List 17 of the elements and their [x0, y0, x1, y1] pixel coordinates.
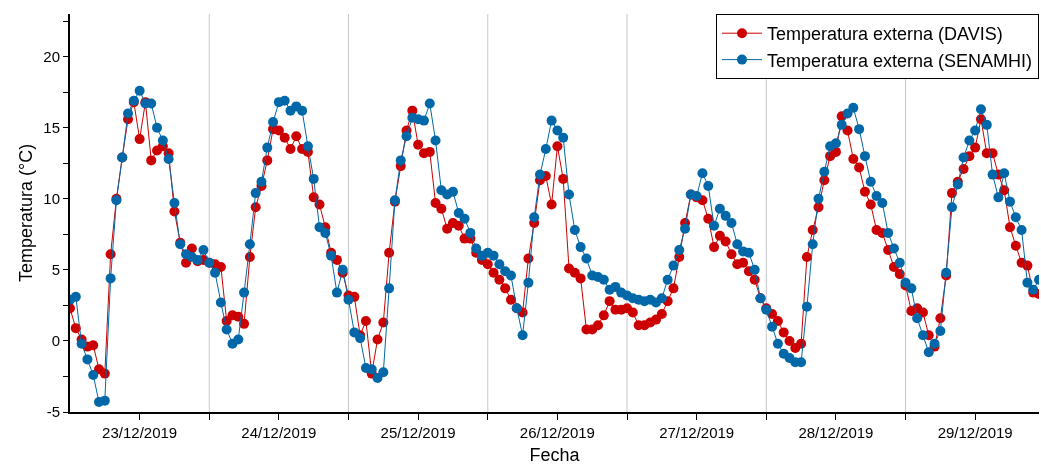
x-tick-label: 27/12/2019: [659, 424, 735, 441]
x-tick-label: 24/12/2019: [241, 424, 317, 441]
x-tick-label: 23/12/2019: [102, 424, 178, 441]
legend-label: Temperatura externa (SENAMHI): [767, 50, 1033, 71]
y-tick-label: 15: [43, 118, 60, 136]
x-tick-label: 29/12/2019: [937, 424, 1013, 441]
y-tick-label: 10: [43, 190, 60, 208]
y-tick-label: 20: [43, 47, 60, 65]
y-axis-title: Temperatura (°C): [16, 143, 37, 283]
y-tick-label: 0: [51, 332, 60, 350]
legend-label: Temperatura externa (DAVIS): [767, 24, 1003, 45]
x-axis-title: Fecha: [529, 444, 581, 465]
y-tick-label: -5: [46, 403, 60, 421]
x-tick-label: 25/12/2019: [380, 424, 456, 441]
x-tick-label: 28/12/2019: [798, 424, 874, 441]
x-tick-label: 26/12/2019: [519, 424, 595, 441]
y-tick-label: 5: [51, 261, 60, 279]
